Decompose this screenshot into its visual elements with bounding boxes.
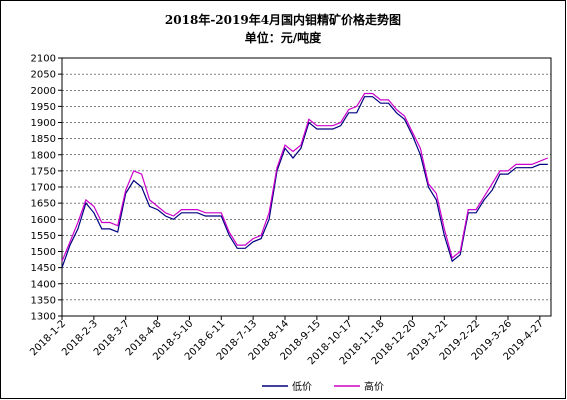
y-tick-label: 2100 bbox=[31, 54, 56, 65]
y-tick-label: 2000 bbox=[31, 86, 56, 97]
y-tick-label: 1300 bbox=[31, 312, 56, 323]
y-tick-label: 1650 bbox=[31, 199, 56, 210]
y-tick-label: 1750 bbox=[31, 166, 56, 177]
y-tick-label: 1600 bbox=[31, 215, 56, 226]
y-tick-label: 1950 bbox=[31, 102, 56, 113]
y-tick-label: 1900 bbox=[31, 118, 56, 129]
y-tick-label: 1550 bbox=[31, 231, 56, 242]
y-tick-label: 1800 bbox=[31, 150, 56, 161]
y-tick-label: 1850 bbox=[31, 134, 56, 145]
chart-subtitle: 单位：元/吨度 bbox=[245, 30, 322, 45]
legend-label: 低价 bbox=[292, 380, 312, 393]
y-tick-label: 1700 bbox=[31, 183, 56, 194]
chart-title: 2018年-2019年4月国内钼精矿价格走势图 bbox=[165, 12, 401, 27]
series-line bbox=[61, 96, 548, 268]
series-line bbox=[61, 92, 549, 262]
y-tick-label: 1400 bbox=[31, 279, 56, 290]
y-tick-label: 1500 bbox=[31, 247, 56, 258]
y-tick-label: 2050 bbox=[31, 70, 56, 81]
legend-label: 高价 bbox=[364, 380, 384, 393]
y-tick-label: 1350 bbox=[31, 295, 56, 306]
y-tick-label: 1450 bbox=[31, 263, 56, 274]
